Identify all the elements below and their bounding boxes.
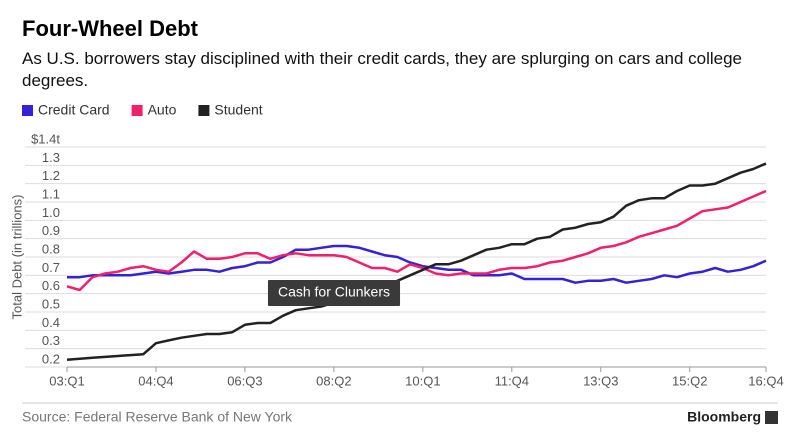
x-tick-label: 06:Q3 xyxy=(227,373,262,388)
source: Source: Federal Reserve Bank of New York xyxy=(22,409,293,425)
y-tick-label: 0.5 xyxy=(42,296,60,311)
annotation-text: Cash for Clunkers xyxy=(278,284,390,300)
series-line xyxy=(66,162,767,361)
x-tick-label: 04:Q4 xyxy=(138,373,173,388)
legend-label: Student xyxy=(214,102,262,118)
y-tick-label: 0.8 xyxy=(42,241,60,256)
y-tick-label: 1.1 xyxy=(42,186,60,201)
x-tick-label: 03:Q1 xyxy=(49,373,84,388)
y-tick-label: 0.6 xyxy=(42,278,60,293)
y-tick-label: 0.2 xyxy=(42,351,60,366)
legend-swatch xyxy=(22,105,33,116)
y-tick-label: 0.9 xyxy=(42,223,60,238)
y-tick-label: 0.3 xyxy=(42,333,60,348)
chart-subtitle: As U.S. borrowers stay disciplined with … xyxy=(22,49,743,90)
y-tick-label: $1.4t xyxy=(31,131,60,146)
x-tick-label: 13:Q3 xyxy=(583,373,618,388)
legend-swatch xyxy=(198,105,210,116)
y-tick-label: 1.2 xyxy=(42,168,60,183)
y-tick-label: 1.3 xyxy=(42,150,60,165)
annotation: Cash for Clunkers xyxy=(267,280,401,306)
y-tick-label: 0.7 xyxy=(42,260,60,275)
legend-label: Auto xyxy=(148,102,177,118)
x-tick-label: 11:Q4 xyxy=(495,373,529,388)
legend-swatch xyxy=(131,105,143,116)
series-line xyxy=(67,244,767,284)
y-tick-label: 0.4 xyxy=(42,315,60,330)
x-tick-label: 10:Q1 xyxy=(405,373,440,388)
y-tick-label: 1.0 xyxy=(42,205,60,220)
y-axis-label: Total Debt (in trillions) xyxy=(9,195,24,320)
x-tick-label: 16:Q4 xyxy=(748,373,783,388)
brand-icon xyxy=(765,411,778,424)
legend-label: Credit Card xyxy=(38,102,110,118)
chart-title: Four-Wheel Debt xyxy=(22,16,198,41)
series-line xyxy=(66,189,767,292)
x-tick-label: 15:Q2 xyxy=(672,373,707,388)
annotation-box xyxy=(267,280,401,306)
brand: Bloomberg xyxy=(687,409,761,425)
x-tick-label: 08:Q2 xyxy=(316,373,351,388)
